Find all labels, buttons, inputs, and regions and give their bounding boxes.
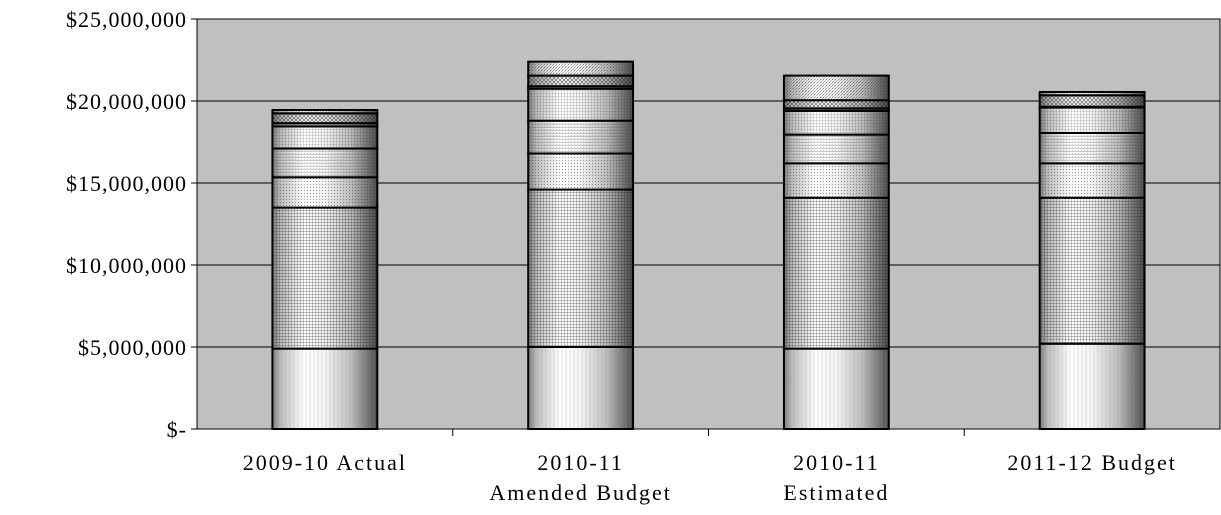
- bars: [271, 60, 1146, 431]
- y-tick-label: $15,000,000: [66, 171, 187, 196]
- bar-segment: [527, 87, 635, 122]
- y-tick-labels: $- $5,000,000 $10,000,000 $15,000,000 $20,00…: [66, 7, 187, 442]
- x-tick-label: Amended Budget: [489, 480, 672, 505]
- bar-segment: [271, 112, 379, 125]
- bar-segment: [527, 119, 635, 155]
- x-tick-label: Estimated: [783, 480, 889, 505]
- bar-segment: [527, 346, 635, 430]
- bar-segment: [1038, 196, 1146, 345]
- bar-segment: [1038, 90, 1146, 97]
- bar-segment: [782, 162, 890, 199]
- bar-segment: [271, 206, 379, 350]
- bar-segment: [1038, 162, 1146, 199]
- bar-segment: [271, 147, 379, 179]
- bar-segment: [782, 347, 890, 431]
- y-tick-label: $10,000,000: [66, 253, 187, 278]
- x-tick-label: 2009-10 Actual: [243, 450, 407, 475]
- bar-segment: [782, 99, 890, 110]
- bar-segment: [527, 188, 635, 348]
- x-tick-label: 2011-12 Budget: [1007, 450, 1177, 475]
- bar-segment: [782, 109, 890, 136]
- bar-segment: [782, 133, 890, 165]
- bar-segment: [527, 152, 635, 191]
- bar-segment: [271, 347, 379, 431]
- bar-segment: [271, 176, 379, 209]
- bar-stack: [271, 109, 379, 431]
- x-category-labels: 2009-10 Actual 2010-11 Amended Budget 2010-…: [243, 450, 1177, 505]
- y-tick-label: $20,000,000: [66, 89, 187, 114]
- y-tick-label: $-: [167, 417, 187, 442]
- bar-segment: [527, 74, 635, 88]
- bar-segment: [271, 109, 379, 115]
- axes: [191, 18, 1220, 436]
- y-tick-label: $5,000,000: [78, 335, 187, 360]
- x-tick-label: 2010-11: [537, 450, 624, 475]
- bar-segment: [527, 60, 635, 77]
- bar-segment: [782, 196, 890, 350]
- bar-stack: [782, 74, 890, 431]
- bar-segment: [782, 74, 890, 102]
- bar-stack: [527, 60, 635, 430]
- bar-segment: [271, 125, 379, 150]
- bar-segment: [1038, 94, 1146, 108]
- x-tick-label: 2010-11: [793, 450, 880, 475]
- y-tick-label: $25,000,000: [66, 7, 187, 32]
- bar-segment: [1038, 131, 1146, 165]
- bar-stack: [1038, 90, 1146, 430]
- bar-segment: [1038, 106, 1146, 134]
- bar-segment: [1038, 342, 1146, 430]
